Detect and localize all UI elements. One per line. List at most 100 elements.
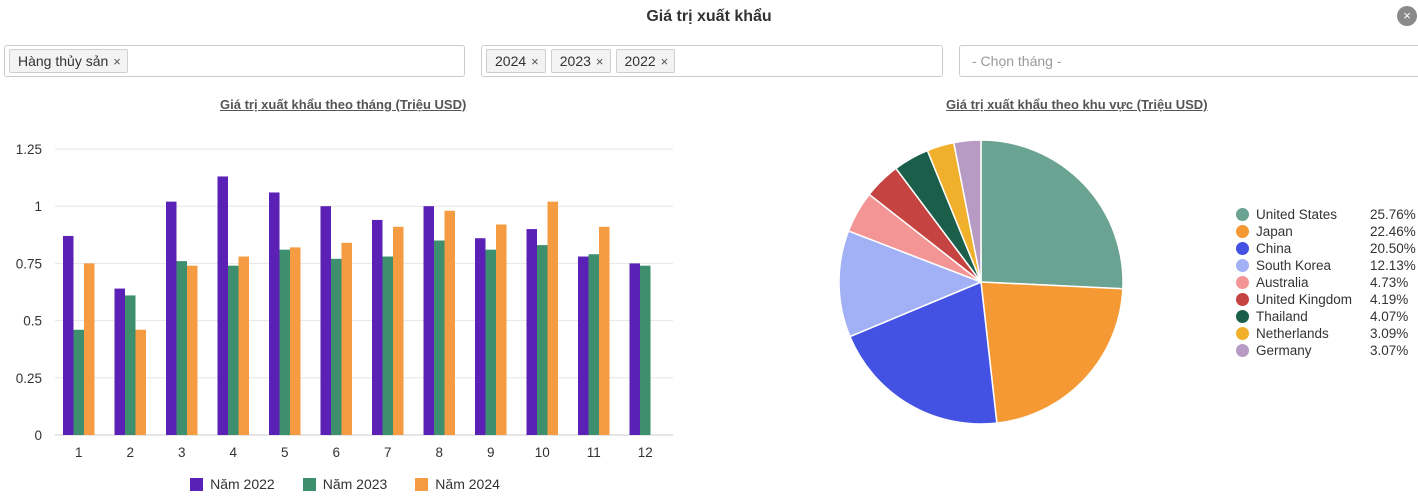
legend-item[interactable]: China 20.50% [1236, 240, 1416, 257]
bar-3-5 [290, 247, 301, 435]
pie-slice-japan [980, 281, 1124, 424]
legend-dot [1236, 310, 1249, 323]
year-tag-label: 2023 [559, 53, 591, 69]
remove-tag-icon[interactable]: × [531, 53, 539, 69]
bar-1-12 [629, 263, 640, 435]
bar-3-2 [135, 329, 146, 435]
y-tick-label: 0.25 [16, 371, 42, 386]
bar-2-2 [125, 295, 136, 435]
legend-item[interactable]: United Kingdom 4.19% [1236, 291, 1410, 308]
year-tag-2022: 2022 × [615, 49, 676, 73]
bar-2-1 [73, 329, 84, 435]
bar-3-11 [599, 226, 610, 435]
x-tick-label: 4 [229, 445, 237, 460]
legend-swatch [415, 477, 429, 491]
product-tag-label: Hàng thủy sản [18, 53, 109, 69]
year-tag-label: 2024 [495, 53, 527, 69]
legend-label: Năm 2024 [435, 476, 500, 492]
bar-2-7 [382, 256, 393, 435]
legend-item[interactable]: United States 25.76% [1236, 206, 1416, 223]
legend-label: United States [1256, 207, 1338, 222]
x-tick-label: 12 [638, 445, 653, 460]
legend-percent: 25.76% [1370, 207, 1416, 222]
legend-item[interactable]: Năm 2024 [415, 476, 500, 492]
y-tick-label: 0.75 [16, 256, 42, 271]
bar-1-7 [372, 219, 383, 435]
bar-1-6 [320, 206, 331, 435]
legend-dot [1236, 327, 1249, 340]
legend-item[interactable]: Năm 2023 [302, 476, 388, 492]
pie-slice-south-korea [838, 230, 984, 338]
bar-2-12 [640, 265, 651, 435]
pie-slice-china [848, 280, 998, 425]
bar-3-8 [444, 210, 455, 435]
x-tick-label: 5 [281, 445, 289, 460]
bar-3-9 [496, 224, 507, 435]
pie-slice-germany [952, 139, 982, 283]
bar-1-10 [526, 229, 537, 435]
legend-label: South Korea [1256, 258, 1332, 273]
legend-percent: 20.50% [1370, 241, 1416, 256]
legend-percent: 12.13% [1370, 258, 1416, 273]
legend-item[interactable]: Germany 3.07% [1236, 342, 1410, 359]
legend-item[interactable]: Năm 2022 [190, 476, 275, 492]
bar-3-10 [547, 201, 558, 435]
y-tick-label: 0.5 [23, 314, 42, 329]
legend-label: Australia [1256, 275, 1309, 290]
remove-tag-icon[interactable]: × [113, 53, 121, 69]
bar-1-4 [217, 176, 228, 435]
legend-label: Japan [1256, 224, 1293, 239]
modal-title: Giá trị xuất khẩu [646, 8, 772, 25]
legend-swatch [302, 477, 316, 491]
x-tick-label: 3 [178, 445, 186, 460]
y-tick-label: 1 [34, 199, 42, 214]
month-filter[interactable]: - Chọn tháng - [959, 45, 1418, 77]
pie-chart-legend: United States 25.76% Japan 22.46% China 20.50… [1236, 206, 1416, 359]
legend-percent: 3.09% [1370, 326, 1409, 341]
remove-tag-icon[interactable]: × [595, 53, 604, 69]
legend-swatch [190, 477, 204, 491]
bar-1-2 [114, 288, 125, 435]
legend-label: Năm 2023 [322, 476, 388, 492]
x-tick-label: 1 [75, 445, 83, 460]
legend-dot [1236, 344, 1249, 357]
close-icon[interactable]: × [1397, 6, 1417, 26]
bar-2-10 [537, 245, 548, 435]
x-tick-label: 9 [487, 445, 495, 460]
legend-percent: 4.73% [1370, 275, 1409, 290]
legend-dot [1236, 242, 1249, 255]
y-tick-label: 0 [34, 428, 42, 443]
bar-3-1 [84, 263, 95, 435]
legend-item[interactable]: Japan 22.46% [1236, 223, 1416, 240]
bar-3-6 [341, 242, 352, 435]
x-tick-label: 7 [384, 445, 392, 460]
bar-3-7 [393, 226, 404, 435]
legend-dot [1236, 208, 1249, 221]
pie-chart-title[interactable]: Giá trị xuất khẩu theo khu vực (Triệu US… [946, 97, 1208, 112]
legend-dot [1236, 276, 1249, 289]
year-filter[interactable]: 2024 × 2023 × 2022 × [481, 45, 943, 77]
legend-percent: 4.19% [1370, 292, 1409, 307]
region-pie-chart [838, 139, 1124, 425]
bar-2-3 [176, 261, 187, 435]
legend-item[interactable]: Thailand 4.07% [1236, 308, 1410, 325]
bar-1-3 [166, 201, 177, 435]
legend-item[interactable]: Netherlands 3.09% [1236, 325, 1410, 342]
legend-item[interactable]: Australia 4.73% [1236, 274, 1410, 291]
bar-chart-title[interactable]: Giá trị xuất khẩu theo tháng (Triệu USD) [220, 97, 467, 112]
legend-label: Năm 2022 [210, 476, 275, 492]
legend-percent: 4.07% [1370, 309, 1409, 324]
remove-tag-icon[interactable]: × [660, 53, 669, 69]
legend-percent: 3.07% [1370, 343, 1409, 358]
legend-item[interactable]: South Korea 12.13% [1236, 257, 1416, 274]
bar-1-9 [475, 238, 486, 435]
product-filter[interactable]: Hàng thủy sản × [4, 45, 465, 77]
bar-1-11 [578, 256, 589, 435]
legend-dot [1236, 225, 1249, 238]
year-tag-2024: 2024 × [486, 49, 546, 73]
y-tick-label: 1.25 [16, 142, 42, 157]
x-tick-label: 10 [535, 445, 550, 460]
bar-2-4 [228, 265, 239, 435]
legend-label: Thailand [1256, 309, 1308, 324]
